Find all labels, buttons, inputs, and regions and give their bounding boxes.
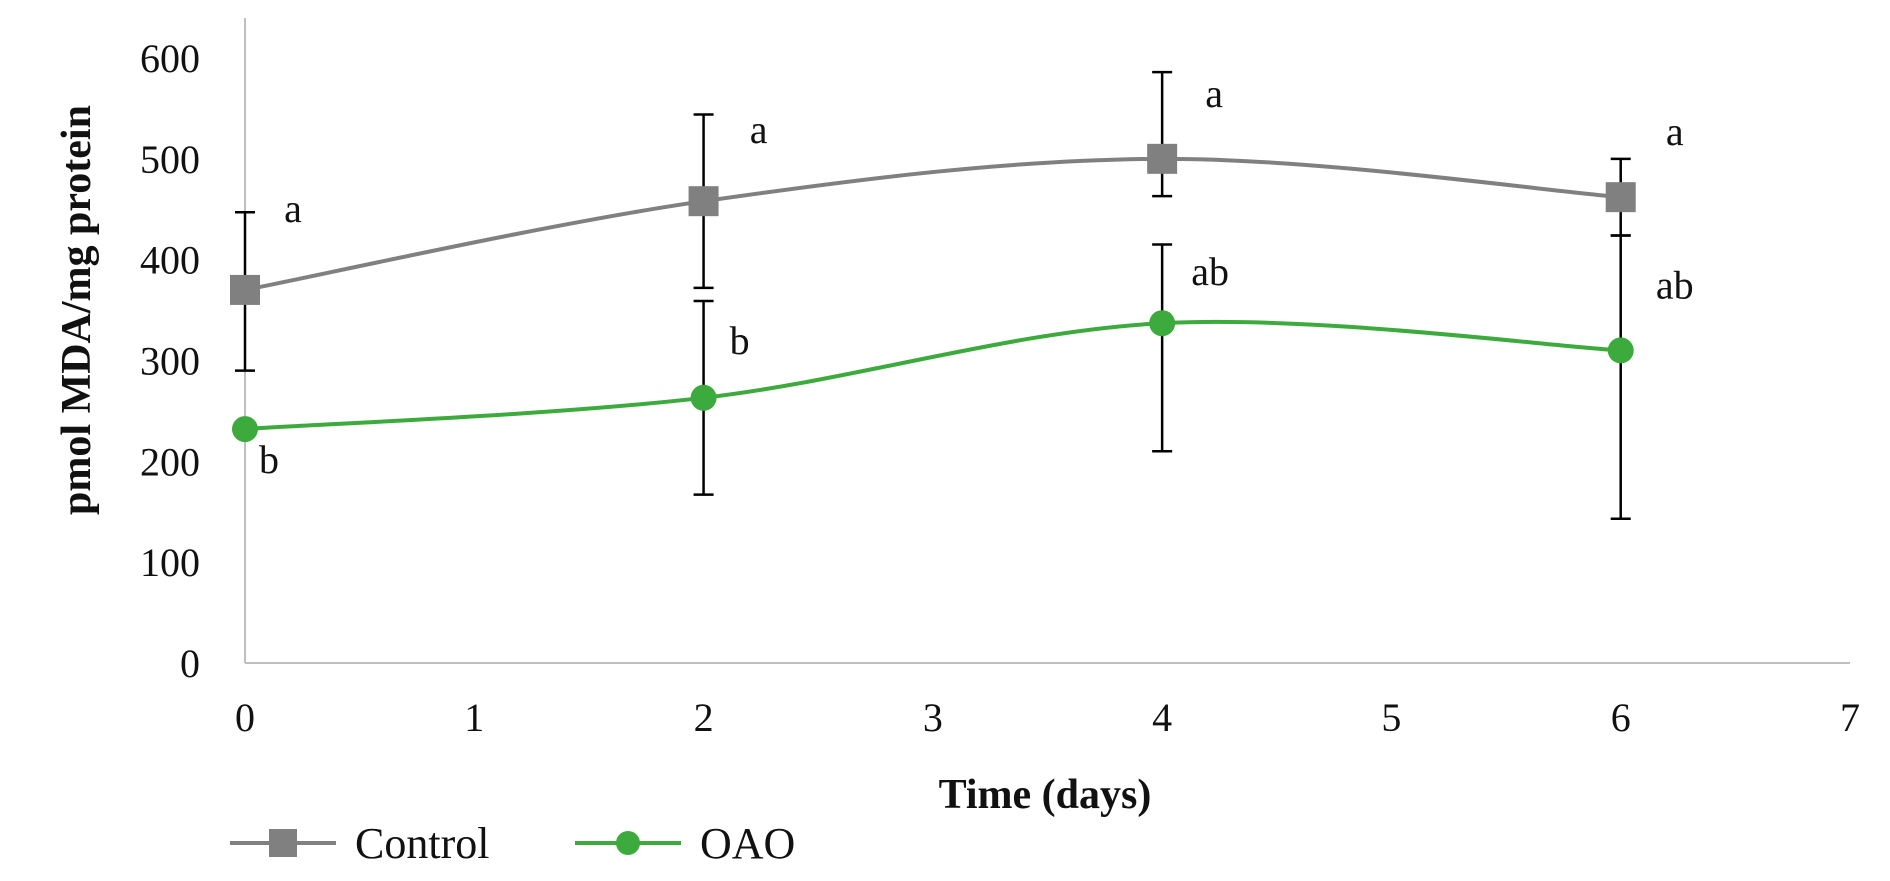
data-point-marker	[232, 416, 258, 443]
significance-label: b	[730, 318, 750, 363]
legend: Control OAO	[230, 819, 795, 868]
significance-label: b	[259, 437, 279, 482]
legend-marker-circle	[616, 831, 640, 855]
x-tick-label: 3	[923, 695, 943, 740]
y-tick-label: 300	[140, 339, 200, 384]
y-tick-label: 500	[140, 137, 200, 182]
series-oao: b b ab ab	[232, 234, 1694, 521]
series-control: a a a a	[230, 70, 1684, 372]
y-tick-label: 600	[140, 36, 200, 81]
axes	[244, 18, 1850, 664]
y-tick-label: 0	[180, 641, 200, 686]
data-point-marker	[1605, 182, 1636, 213]
significance-label: ab	[1191, 249, 1229, 294]
error-bar	[1610, 234, 1631, 521]
legend-item-control: Control	[230, 819, 489, 868]
legend-marker-square	[269, 829, 297, 857]
y-axis-title: pmol MDA/mg protein	[54, 105, 100, 515]
y-tick-labels: 0 100 200 300 400 500 600	[140, 36, 200, 686]
data-point-marker	[1147, 143, 1178, 174]
y-tick-label: 400	[140, 238, 200, 283]
x-tick-label: 4	[1152, 695, 1172, 740]
y-tick-label: 200	[140, 439, 200, 484]
x-tick-label: 5	[1381, 695, 1401, 740]
data-point-marker	[688, 186, 719, 217]
data-point-marker	[230, 274, 260, 305]
x-axis-title: Time (days)	[939, 772, 1152, 818]
y-tick-label: 100	[140, 540, 200, 585]
significance-label: a	[1666, 109, 1684, 154]
data-point-marker	[1607, 337, 1634, 364]
significance-label: a	[284, 186, 302, 231]
error-bar	[1152, 243, 1173, 453]
legend-label: OAO	[700, 819, 795, 868]
error-bar	[1152, 70, 1173, 198]
data-point-marker	[1149, 310, 1176, 337]
x-tick-label: 0	[235, 695, 255, 740]
data-point-marker	[690, 384, 717, 411]
series-line	[244, 319, 1621, 432]
significance-label: a	[750, 107, 768, 152]
x-tick-label: 7	[1840, 695, 1860, 740]
legend-item-oao: OAO	[575, 819, 795, 868]
x-tick-labels: 0 1 2 3 4 5 6 7	[235, 695, 1860, 740]
significance-label: a	[1205, 71, 1223, 116]
series-line	[244, 156, 1621, 292]
legend-label: Control	[355, 819, 489, 868]
significance-label: ab	[1656, 262, 1694, 307]
x-tick-label: 1	[464, 695, 484, 740]
x-tick-label: 2	[694, 695, 714, 740]
x-tick-label: 6	[1611, 695, 1631, 740]
